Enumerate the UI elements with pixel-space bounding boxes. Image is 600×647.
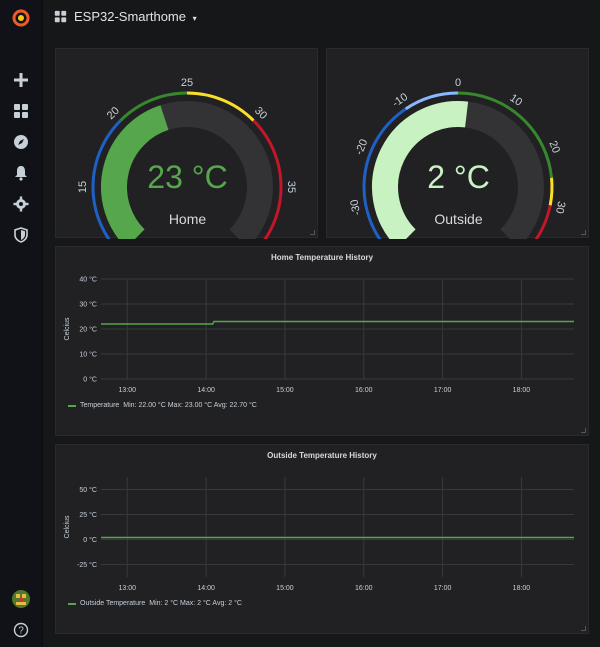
gauge-label: Home (168, 211, 207, 227)
dashboard-title-picker[interactable]: ESP32-Smarthome ▾ (74, 9, 197, 24)
gauge-value-arc (372, 101, 469, 248)
gauge-tick-label: 15 (77, 181, 89, 193)
legend-series-name[interactable]: Temperature (80, 402, 120, 409)
gauge-tick-label: -20 (353, 138, 370, 157)
dashboard-navbar: ESP32-Smarthome ▾ (42, 0, 600, 36)
y-tick-label: 10 °C (79, 351, 97, 359)
gauge-threshold-band (548, 177, 554, 206)
y-tick-label: 0 °C (83, 376, 97, 384)
resize-handle[interactable] (581, 428, 586, 433)
gauge-threshold-band (252, 119, 283, 255)
legend-swatch (68, 602, 76, 605)
x-tick-label: 14:00 (197, 387, 215, 394)
gauge-threshold-band (91, 119, 122, 255)
gauge-tick-label: 20 (546, 139, 562, 155)
legend-swatch (68, 404, 76, 407)
y-tick-label: 30 °C (79, 301, 97, 309)
x-tick-label: 16:00 (355, 387, 373, 394)
explore-icon[interactable] (11, 132, 31, 152)
resize-handle[interactable] (581, 230, 586, 235)
panel-title[interactable]: Home Temperature History (270, 253, 374, 262)
gauge-tick-label: 10 (507, 92, 524, 109)
x-tick-label: 16:00 (355, 585, 373, 592)
y-tick-label: 25 °C (79, 511, 97, 519)
gauge-threshold-band (457, 91, 554, 178)
outside-gauge: -40-30-20-10010203040 (348, 77, 567, 271)
series-line (101, 320, 574, 325)
legend-stats: Min: 2 °C Max: 2 °C Avg: 2 °C (149, 600, 242, 607)
server-admin-shield-icon[interactable] (11, 225, 31, 245)
plus-icon[interactable] (11, 70, 31, 90)
y-tick-label: 20 °C (79, 326, 97, 334)
configuration-gear-icon[interactable] (11, 194, 31, 214)
dashboard-grid-icon (54, 10, 67, 28)
y-tick-label: -25 °C (77, 561, 97, 569)
graph-legend: Outside Temperature Min: 2 °C Max: 2 °C … (68, 600, 242, 607)
home-temperature-chart: 40 °C 30 °C 20 °C 10 °C 0 °C 13:00 14:00 15:00 1… (64, 276, 574, 394)
gauge-tick-label: 25 (181, 77, 193, 89)
resize-handle[interactable] (581, 626, 586, 631)
dashboards-icon[interactable] (11, 101, 31, 121)
gauge-threshold-band (186, 91, 255, 122)
graph-panel-outside-history[interactable]: Outside Temperature History 50 °C 25 °C 0 … (55, 444, 589, 634)
y-axis-label: Celcius (64, 515, 71, 538)
gauge-threshold-band (362, 107, 407, 255)
resize-handle[interactable] (310, 230, 315, 235)
sidebar: ? (0, 0, 43, 647)
svg-text:?: ? (18, 626, 24, 637)
legend-stats: Min: 22.00 °C Max: 23.00 °C Avg: 22.70 °… (123, 402, 257, 409)
x-tick-label: 18:00 (513, 387, 531, 394)
y-axis-label: Celcius (64, 317, 71, 340)
gauge-label: Outside (434, 211, 483, 227)
y-tick-label: 40 °C (79, 276, 97, 284)
x-tick-label: 15:00 (276, 585, 294, 592)
gauge-panel-outside[interactable]: -40-30-20-10010203040 2 °C Outside (326, 48, 589, 271)
gauge-threshold-band (119, 91, 188, 122)
gauge-tick-label: 20 (105, 105, 122, 122)
x-tick-label: 17:00 (434, 585, 452, 592)
x-tick-label: 13:00 (119, 387, 137, 394)
gauge-threshold-band (404, 91, 459, 111)
grafana-logo-icon[interactable] (11, 8, 31, 28)
dashboard-title[interactable]: ESP32-Smarthome (74, 9, 186, 24)
gauge-tick-label: 30 (252, 105, 269, 122)
graph-panel-home-history[interactable]: Home Temperature History 40 °C 30 °C 20 °C… (55, 246, 589, 436)
graph-legend: Temperature Min: 22.00 °C Max: 23.00 °C … (68, 402, 257, 409)
user-avatar[interactable] (11, 589, 31, 609)
x-tick-label: 18:00 (513, 585, 531, 592)
help-icon[interactable]: ? (11, 620, 31, 640)
y-tick-label: 50 °C (79, 486, 97, 494)
gauge-tick-label: 35 (285, 181, 297, 193)
alerting-bell-icon[interactable] (11, 163, 31, 183)
gauge-value: 2 °C (427, 159, 490, 195)
gauge-value-arc (101, 105, 169, 248)
gauge-tick-label: 30 (553, 200, 567, 214)
y-tick-label: 0 °C (83, 536, 97, 544)
outside-temperature-chart: 50 °C 25 °C 0 °C -25 °C 13:00 14:00 15:00 16:00… (64, 477, 574, 592)
x-tick-label: 13:00 (119, 585, 137, 592)
panel-title[interactable]: Outside Temperature History (267, 451, 377, 460)
gauge-tick-label: -30 (348, 198, 363, 216)
x-tick-label: 15:00 (276, 387, 294, 394)
x-tick-label: 17:00 (434, 387, 452, 394)
x-tick-label: 14:00 (197, 585, 215, 592)
gauge-tick-label: 0 (455, 77, 461, 89)
gauge-value: 23 °C (147, 159, 228, 195)
gauge-panel-home[interactable]: 10152025303540 23 °C Home (55, 48, 318, 269)
legend-series-name[interactable]: Outside Temperature (80, 600, 146, 607)
caret-down-icon[interactable]: ▾ (192, 14, 197, 23)
